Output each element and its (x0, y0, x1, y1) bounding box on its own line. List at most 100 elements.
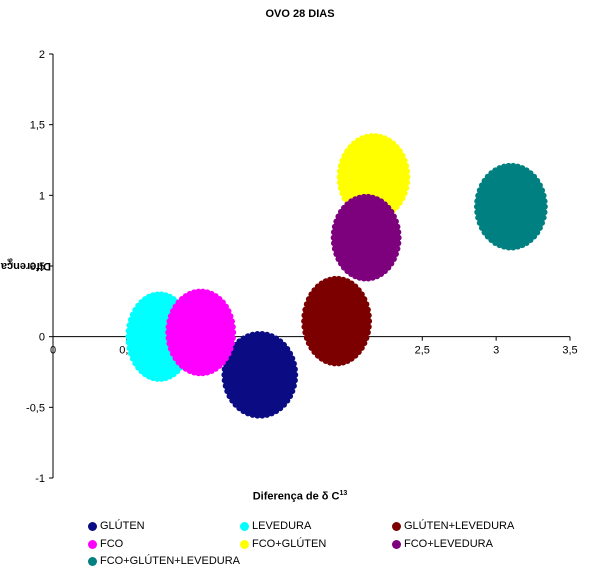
data-point-marker (403, 184, 410, 191)
data-point-marker (227, 313, 234, 320)
data-point-marker (264, 331, 271, 338)
data-point-marker (536, 224, 543, 231)
data-point-marker (331, 223, 338, 230)
data-point-marker (289, 388, 296, 395)
data-point-marker (226, 393, 233, 400)
y-tick-label: 2 (39, 49, 45, 61)
data-point-cluster-6 (330, 193, 402, 282)
data-point-marker (394, 223, 401, 230)
x-axis-label-text: Diferença de δ C (252, 490, 340, 503)
data-point-marker (311, 349, 318, 356)
x-tick-label: 3,5 (562, 345, 577, 357)
data-point-marker (403, 162, 410, 169)
data-point-marker (244, 410, 251, 417)
data-point-marker (399, 152, 406, 159)
data-point-marker (541, 198, 548, 205)
data-point-marker (361, 296, 368, 303)
data-point-marker (249, 411, 256, 418)
data-point-marker (308, 291, 315, 298)
data-point-marker (395, 240, 402, 247)
data-point-marker (135, 364, 142, 371)
data-point-marker (224, 388, 231, 395)
data-point-marker (166, 318, 173, 325)
data-point-marker (481, 177, 488, 184)
data-point-marker (195, 288, 202, 295)
data-point-marker (292, 371, 299, 378)
data-point-marker (126, 345, 133, 352)
data-point-marker (539, 187, 546, 194)
data-point-marker (259, 331, 266, 338)
data-point-marker (540, 214, 547, 221)
data-point-marker (358, 291, 365, 298)
data-point-marker (125, 333, 132, 340)
data-point-marker (484, 233, 491, 240)
x-tick-label: 2,5 (415, 345, 430, 357)
data-point-marker (280, 341, 287, 348)
data-point-marker (510, 162, 517, 169)
data-point-marker (531, 173, 538, 180)
data-point-marker (291, 377, 298, 384)
data-point-ellipse (222, 332, 297, 418)
data-point-cluster-3 (301, 275, 373, 367)
data-point-marker (360, 193, 367, 200)
data-point-marker (132, 360, 139, 367)
data-point-marker (165, 334, 172, 341)
data-point-marker (476, 187, 483, 194)
data-point-marker (129, 311, 136, 318)
x-axis-label: Diferença de δ C13 (0, 490, 600, 503)
data-point-ellipse (302, 277, 371, 365)
y-tick-label: -0,5 (26, 402, 45, 414)
data-point-marker (259, 412, 266, 419)
data-point-marker (392, 251, 399, 258)
data-point-marker (222, 303, 229, 310)
data-point-marker (336, 173, 343, 180)
data-point-marker (287, 350, 294, 357)
data-point-marker (505, 244, 512, 251)
data-point-marker (302, 329, 309, 336)
data-point-marker (284, 346, 291, 353)
data-point-marker (534, 177, 541, 184)
data-point-marker (125, 339, 132, 346)
data-point-marker (301, 318, 308, 325)
data-point-marker (254, 412, 261, 419)
data-point-marker (303, 301, 310, 308)
data-point-marker (481, 229, 488, 236)
data-point-marker (372, 133, 379, 140)
data-point-marker (363, 301, 370, 308)
data-point-marker (388, 208, 395, 215)
data-point-marker (301, 323, 308, 330)
data-point-marker (221, 366, 228, 373)
data-point-marker (305, 296, 312, 303)
data-point-marker (289, 355, 296, 362)
data-point-marker (339, 190, 346, 197)
data-point-marker (396, 199, 403, 206)
data-point-marker (395, 234, 402, 241)
data-point-marker (401, 157, 408, 164)
data-point-marker (166, 340, 173, 347)
data-point-marker (228, 340, 235, 347)
data-point-marker (229, 397, 236, 404)
data-point-marker (366, 318, 373, 325)
data-point-marker (167, 313, 174, 320)
data-point-marker (169, 350, 176, 357)
data-point-marker (154, 291, 161, 298)
data-point-marker (169, 308, 176, 315)
data-point-marker (474, 198, 481, 205)
data-point-marker (534, 229, 541, 236)
data-point-marker (474, 209, 481, 216)
data-point-marker (331, 245, 338, 252)
data-point-marker (172, 355, 179, 362)
data-point-marker (341, 152, 348, 159)
data-point-marker (394, 245, 401, 252)
data-point-marker (393, 144, 400, 151)
data-point-marker (355, 287, 362, 294)
data-point-marker (390, 255, 397, 262)
y-tick-label: 1 (39, 190, 45, 202)
data-point-marker (339, 157, 346, 164)
chart-title: OVO 28 DIAS (265, 8, 335, 20)
data-point-marker (236, 405, 243, 412)
data-point-marker (132, 306, 139, 313)
data-point-marker (364, 306, 371, 313)
y-tick-label: -1 (35, 473, 45, 485)
data-point-marker (225, 350, 232, 357)
